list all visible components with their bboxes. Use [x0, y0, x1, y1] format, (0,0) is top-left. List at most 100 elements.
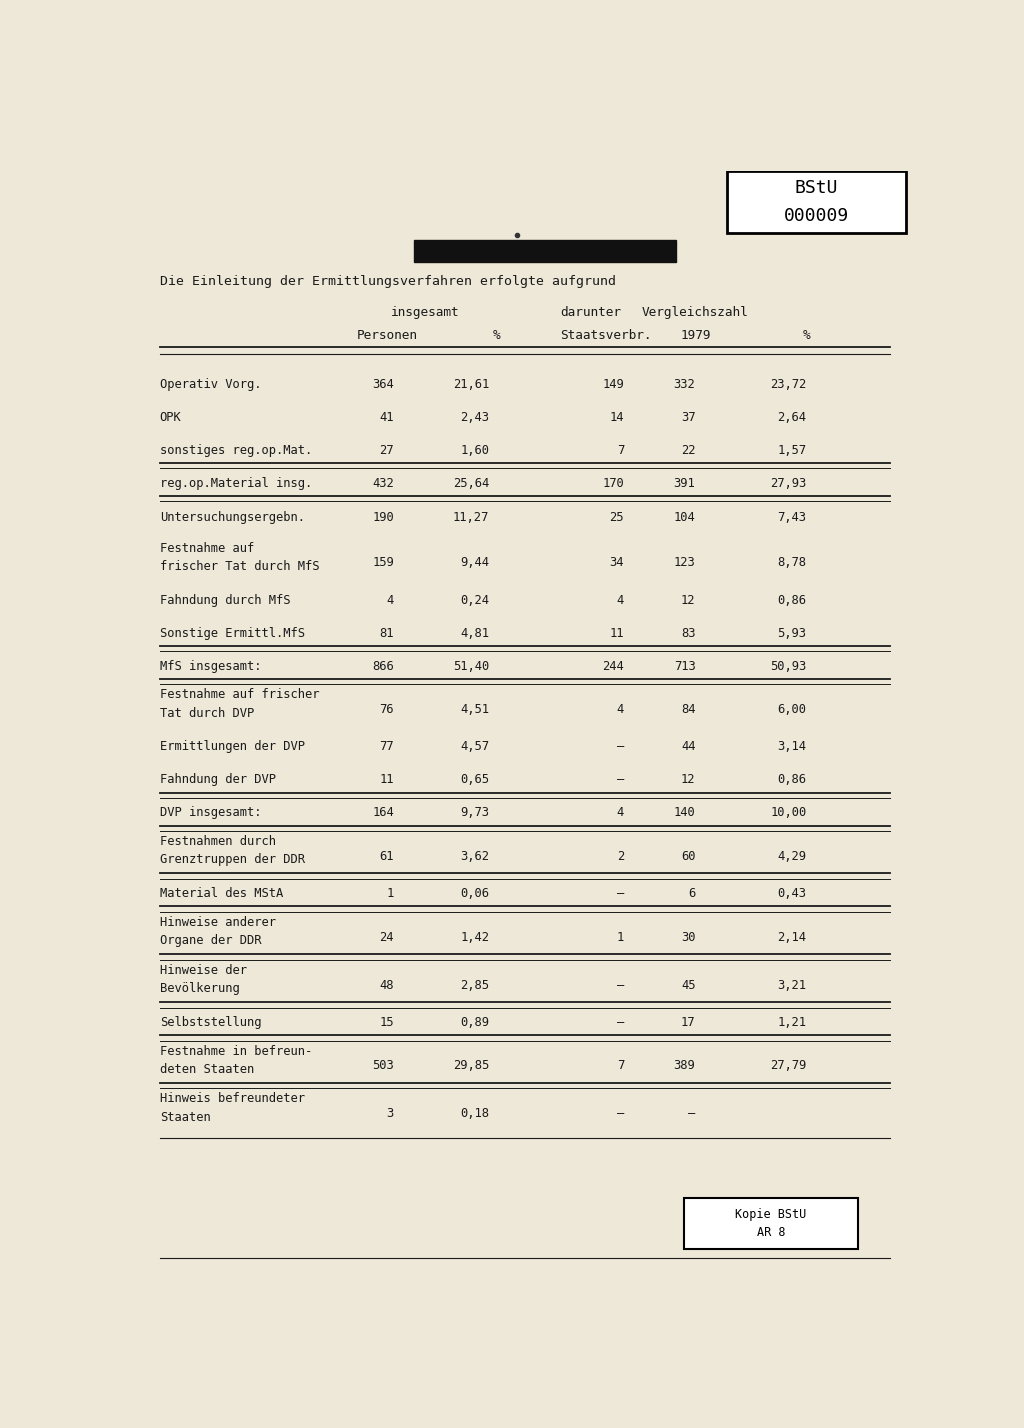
Text: Festnahme auf frischer: Festnahme auf frischer: [160, 688, 319, 701]
Text: 190: 190: [372, 511, 394, 524]
Text: 2,14: 2,14: [777, 931, 807, 944]
Text: sonstiges reg.op.Mat.: sonstiges reg.op.Mat.: [160, 444, 312, 457]
Text: 24: 24: [379, 931, 394, 944]
Text: 41: 41: [379, 411, 394, 424]
Text: Untersuchungsergebn.: Untersuchungsergebn.: [160, 511, 305, 524]
Text: 29,85: 29,85: [453, 1060, 489, 1072]
Text: 61: 61: [379, 850, 394, 863]
Text: %: %: [494, 328, 501, 341]
Text: 1,21: 1,21: [777, 1015, 807, 1030]
Text: 77: 77: [379, 741, 394, 754]
Text: 7: 7: [616, 1060, 624, 1072]
Text: 3,21: 3,21: [777, 978, 807, 991]
Text: 123: 123: [674, 557, 695, 570]
Text: 364: 364: [372, 377, 394, 391]
Text: 389: 389: [674, 1060, 695, 1072]
Bar: [684, 1198, 858, 1250]
Text: 000009: 000009: [783, 207, 849, 226]
Text: 48: 48: [379, 978, 394, 991]
Text: 8,78: 8,78: [777, 557, 807, 570]
Text: Personen: Personen: [357, 328, 418, 341]
Text: 2: 2: [616, 850, 624, 863]
Text: frischer Tat durch MfS: frischer Tat durch MfS: [160, 560, 319, 573]
Text: –: –: [616, 978, 624, 991]
Text: OPK: OPK: [160, 411, 181, 424]
Text: 1,42: 1,42: [460, 931, 489, 944]
Text: Vergleichszahl: Vergleichszahl: [642, 306, 749, 318]
Text: 0,43: 0,43: [777, 887, 807, 900]
Text: 1: 1: [387, 887, 394, 900]
Text: –: –: [616, 741, 624, 754]
Text: Die Einleitung der Ermittlungsverfahren erfolgte aufgrund: Die Einleitung der Ermittlungsverfahren …: [160, 274, 615, 288]
Text: 170: 170: [602, 477, 624, 490]
Text: 0,06: 0,06: [460, 887, 489, 900]
Text: Tat durch DVP: Tat durch DVP: [160, 707, 254, 720]
Text: 4,57: 4,57: [460, 741, 489, 754]
Text: 3,14: 3,14: [777, 741, 807, 754]
Text: 50,93: 50,93: [770, 660, 807, 673]
Text: 4: 4: [616, 703, 624, 717]
Text: –: –: [616, 887, 624, 900]
Text: 9,44: 9,44: [460, 557, 489, 570]
Text: Staatsverbr.: Staatsverbr.: [560, 328, 652, 341]
Text: Hinweis befreundeter: Hinweis befreundeter: [160, 1092, 305, 1105]
Text: BStU: BStU: [795, 178, 839, 197]
Text: %: %: [803, 328, 810, 341]
Text: 11,27: 11,27: [453, 511, 489, 524]
Text: 81: 81: [379, 627, 394, 640]
Text: 1: 1: [616, 931, 624, 944]
Text: Fahndung der DVP: Fahndung der DVP: [160, 774, 275, 787]
Text: –: –: [616, 1015, 624, 1030]
Text: 1979: 1979: [680, 328, 711, 341]
Text: 7: 7: [616, 444, 624, 457]
Bar: [414, 240, 676, 261]
Text: Hinweise anderer: Hinweise anderer: [160, 915, 275, 930]
Text: 4: 4: [616, 594, 624, 607]
Text: Selbststellung: Selbststellung: [160, 1015, 261, 1030]
Text: Hinweise der: Hinweise der: [160, 964, 247, 977]
Text: Grenztruppen der DDR: Grenztruppen der DDR: [160, 854, 305, 867]
Text: 4,51: 4,51: [460, 703, 489, 717]
Text: Sonstige Ermittl.MfS: Sonstige Ermittl.MfS: [160, 627, 305, 640]
Text: 4: 4: [616, 807, 624, 820]
Text: 44: 44: [681, 741, 695, 754]
Text: 0,86: 0,86: [777, 594, 807, 607]
Text: Festnahme in befreun-: Festnahme in befreun-: [160, 1045, 312, 1058]
Text: Kopie BStU
AR 8: Kopie BStU AR 8: [735, 1208, 807, 1240]
Text: 27,79: 27,79: [770, 1060, 807, 1072]
Text: Operativ Vorg.: Operativ Vorg.: [160, 377, 261, 391]
Text: MfS insgesamt:: MfS insgesamt:: [160, 660, 261, 673]
Text: 11: 11: [379, 774, 394, 787]
Bar: [727, 171, 905, 233]
Text: 12: 12: [681, 594, 695, 607]
Text: 0,18: 0,18: [460, 1107, 489, 1121]
Text: 713: 713: [674, 660, 695, 673]
Text: 159: 159: [372, 557, 394, 570]
Text: 244: 244: [602, 660, 624, 673]
Text: 3: 3: [387, 1107, 394, 1121]
Text: 14: 14: [609, 411, 624, 424]
Text: 391: 391: [674, 477, 695, 490]
Text: 30: 30: [681, 931, 695, 944]
Text: 0,65: 0,65: [460, 774, 489, 787]
Text: 104: 104: [674, 511, 695, 524]
Text: 5,93: 5,93: [777, 627, 807, 640]
Text: 9,73: 9,73: [460, 807, 489, 820]
Text: 2,43: 2,43: [460, 411, 489, 424]
Text: 51,40: 51,40: [453, 660, 489, 673]
Text: 1,57: 1,57: [777, 444, 807, 457]
Text: Fahndung durch MfS: Fahndung durch MfS: [160, 594, 290, 607]
Text: 0,86: 0,86: [777, 774, 807, 787]
Text: Ermittlungen der DVP: Ermittlungen der DVP: [160, 741, 305, 754]
Text: reg.op.Material insg.: reg.op.Material insg.: [160, 477, 312, 490]
Text: 149: 149: [602, 377, 624, 391]
Text: 83: 83: [681, 627, 695, 640]
Text: 7,43: 7,43: [777, 511, 807, 524]
Text: 84: 84: [681, 703, 695, 717]
Text: Festnahme auf: Festnahme auf: [160, 541, 254, 554]
Text: 27: 27: [379, 444, 394, 457]
Text: 76: 76: [379, 703, 394, 717]
Text: deten Staaten: deten Staaten: [160, 1062, 254, 1075]
Text: 34: 34: [609, 557, 624, 570]
Text: 45: 45: [681, 978, 695, 991]
